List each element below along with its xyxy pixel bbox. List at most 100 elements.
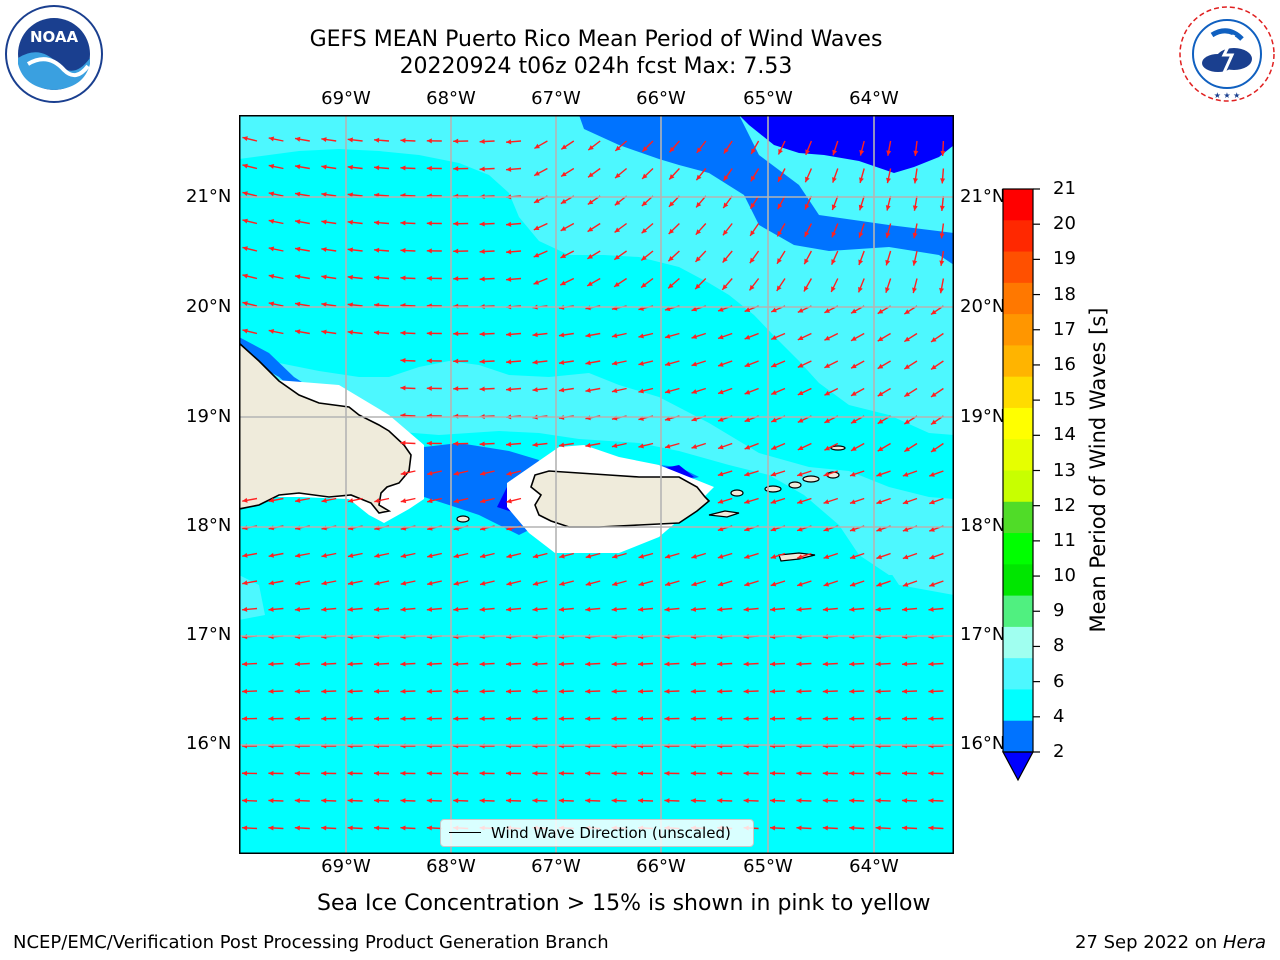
wind-wave-arrow-head xyxy=(453,138,459,144)
colorbar-segment xyxy=(1003,689,1033,722)
wind-wave-arrow-head xyxy=(506,798,512,804)
wind-wave-arrow-head xyxy=(374,716,380,722)
colorbar-segment xyxy=(1003,189,1033,221)
wind-wave-arrow-head xyxy=(717,661,723,667)
wind-wave-arrow-head xyxy=(453,770,459,776)
colorbar-segment xyxy=(1003,282,1033,315)
wind-wave-arrow-head xyxy=(668,283,674,289)
wind-wave-arrow-head xyxy=(294,606,301,612)
wind-wave-arrow-head xyxy=(532,606,538,612)
wind-wave-arrow-head xyxy=(723,202,729,209)
wind-wave-arrow-head xyxy=(295,497,301,503)
wind-wave-arrow-head xyxy=(743,716,749,722)
wind-wave-arrow-head xyxy=(533,225,540,231)
wind-wave-arrow-head xyxy=(777,203,783,210)
wind-wave-arrow-head xyxy=(823,581,830,587)
wind-wave-arrow-head xyxy=(611,688,617,694)
wind-wave-arrow-head xyxy=(479,139,485,144)
wind-wave-arrow-head xyxy=(931,392,937,397)
wind-wave-arrow-head xyxy=(374,661,380,667)
wind-wave-arrow-head xyxy=(744,307,751,312)
wind-wave-arrow-head xyxy=(797,362,804,368)
wind-wave-arrow-head xyxy=(479,606,485,612)
wind-wave-arrow-head xyxy=(321,329,327,335)
lat-tick-left: 21°N xyxy=(186,186,232,207)
wind-wave-arrow-head xyxy=(532,661,538,667)
wind-wave-arrow-head xyxy=(321,798,327,804)
wind-wave-arrow-head xyxy=(638,688,644,694)
wind-wave-arrow-head xyxy=(506,221,512,227)
wind-wave-arrow-head xyxy=(928,606,934,612)
wind-wave-arrow-head xyxy=(587,281,593,286)
colorbar-tick-label: 19 xyxy=(1053,248,1076,270)
wind-wave-arrow-head xyxy=(479,249,485,254)
hispaniola-land xyxy=(239,341,412,514)
colorbar-segment xyxy=(1003,595,1033,628)
wind-wave-arrow-head xyxy=(939,287,945,294)
wind-wave-arrow-head xyxy=(822,661,828,667)
wind-wave-arrow-head xyxy=(242,273,248,279)
colorbar-label: Mean Period of Wind Waves [s] xyxy=(1086,307,1110,633)
wind-wave-arrow-head xyxy=(614,200,621,206)
wind-wave-arrow-head xyxy=(347,798,353,804)
colorbar-segment xyxy=(1003,501,1033,534)
wind-wave-arrow-head xyxy=(664,333,671,339)
lon-tick-bottom: 69°W xyxy=(321,856,371,877)
wind-wave-arrow-head xyxy=(877,418,884,424)
wind-wave-arrow-head xyxy=(611,606,617,612)
wind-wave-arrow-head xyxy=(858,204,864,211)
wind-wave-arrow-head xyxy=(849,661,855,667)
wind-wave-arrow-head xyxy=(770,606,776,612)
colorbar-segment xyxy=(1003,407,1033,440)
lon-tick-bottom: 67°W xyxy=(531,856,581,877)
wind-wave-arrow-head xyxy=(585,798,591,804)
wind-wave-arrow-head xyxy=(875,798,881,804)
wind-wave-arrow-head xyxy=(453,580,460,586)
wind-wave-arrow-head xyxy=(664,361,671,367)
wind-wave-arrow-head xyxy=(295,301,301,307)
wind-wave-arrow-head xyxy=(588,145,594,151)
wind-wave-arrow-head xyxy=(615,145,621,151)
wind-wave-arrow-head xyxy=(506,470,512,476)
tortola-island xyxy=(802,475,820,483)
wind-wave-arrow-head xyxy=(929,527,935,532)
wind-wave-arrow-head xyxy=(295,274,301,280)
colorbar-tick-label: 8 xyxy=(1053,635,1065,657)
wind-wave-arrow-head xyxy=(691,334,698,339)
lon-tick-bottom: 68°W xyxy=(426,856,476,877)
wind-wave-arrow-head xyxy=(321,825,327,831)
wind-wave-arrow-head xyxy=(691,553,697,559)
colorbar-tick-label: 10 xyxy=(1053,565,1076,587)
wind-wave-arrow-head xyxy=(347,219,353,225)
wind-wave-arrow-head xyxy=(242,606,248,612)
wind-wave-arrow-head xyxy=(776,285,782,292)
wind-wave-arrow-head xyxy=(770,798,776,804)
wind-wave-arrow-head xyxy=(321,247,327,253)
wind-wave-arrow-head xyxy=(858,286,863,293)
wind-wave-arrow-head xyxy=(851,363,857,369)
wind-wave-arrow-head xyxy=(831,259,836,265)
colorbar-tick-label: 11 xyxy=(1053,529,1076,551)
wind-wave-arrow-head xyxy=(242,246,248,252)
colorbar-tick-label: 2 xyxy=(1053,741,1065,762)
wind-wave-arrow-head xyxy=(321,137,327,143)
wind-wave-arrow-head xyxy=(615,172,621,179)
wind-wave-arrow-head xyxy=(886,150,892,156)
wind-wave-arrow-head xyxy=(690,606,697,612)
footer-host: Hera xyxy=(1222,932,1266,953)
wind-wave-arrow-head xyxy=(427,498,433,504)
wind-wave-arrow-head xyxy=(242,218,248,224)
wind-wave-arrow-head xyxy=(480,580,486,586)
wind-wave-arrow-head xyxy=(453,688,459,694)
wind-wave-arrow-head xyxy=(374,688,380,694)
wind-wave-arrow-head xyxy=(641,255,647,261)
wind-wave-arrow-head xyxy=(479,359,485,364)
wind-wave-arrow-head xyxy=(797,445,804,450)
wind-wave-arrow-head xyxy=(506,359,512,365)
wind-wave-arrow-head xyxy=(744,389,751,395)
wind-wave-arrow-head xyxy=(822,716,828,722)
wind-wave-arrow-head xyxy=(347,498,354,503)
wind-wave-arrow-head xyxy=(558,688,564,694)
wind-wave-arrow-head xyxy=(400,440,406,446)
wind-wave-arrow-head xyxy=(664,581,671,587)
